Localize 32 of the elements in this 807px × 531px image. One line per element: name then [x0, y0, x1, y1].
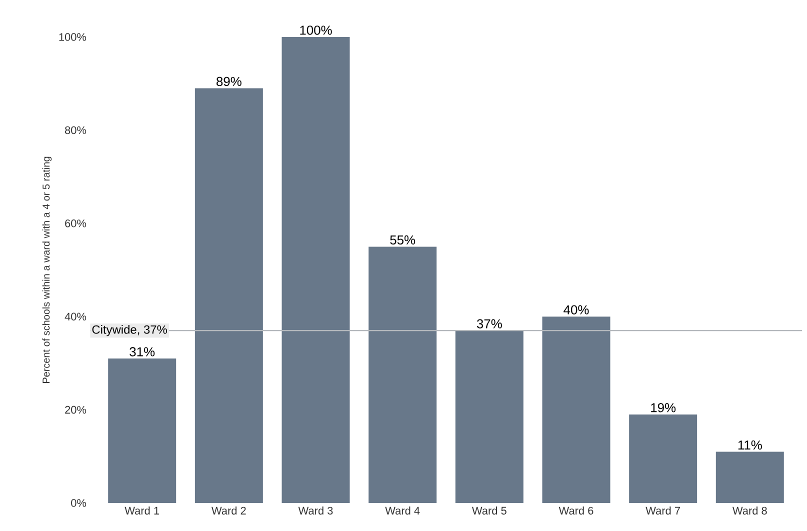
data-label: 19%	[651, 403, 676, 412]
x-tick-label: Ward 2	[212, 506, 246, 515]
x-tick-label: Ward 8	[732, 506, 767, 515]
data-label: 31%	[130, 347, 155, 356]
x-tick-label: Ward 4	[385, 506, 420, 515]
data-label: 55%	[390, 235, 416, 245]
y-tick-label: 80%	[65, 126, 86, 134]
y-tick-label: 100%	[59, 33, 86, 41]
data-label: 100%	[300, 26, 332, 35]
bar	[282, 36, 350, 503]
data-label: 89%	[216, 76, 242, 86]
x-tick-label: Ward 7	[646, 506, 680, 515]
bar	[716, 452, 784, 503]
bar	[629, 414, 698, 503]
data-label: 37%	[476, 319, 502, 328]
bar	[455, 330, 524, 503]
bar	[368, 246, 437, 503]
y-tick-label: 20%	[65, 406, 86, 414]
bar	[108, 358, 176, 503]
y-tick-label: 40%	[64, 312, 86, 320]
data-label: 40%	[564, 305, 589, 314]
bar	[194, 88, 263, 503]
x-tick-label: Ward 3	[298, 506, 333, 515]
ref-line-label: Citywide, 37%	[92, 325, 167, 336]
y-tick-label: 60%	[65, 220, 86, 228]
x-tick-label: Ward 5	[472, 506, 506, 515]
bar	[542, 316, 610, 503]
x-tick-label: Ward 1	[124, 506, 160, 515]
x-tick-label: Ward 6	[558, 506, 594, 515]
y-tick-label: 0%	[71, 499, 86, 507]
data-label: 11%	[738, 440, 762, 450]
y-axis-title: Percent of schools within a ward with a 4 or 5 rating	[42, 156, 52, 383]
